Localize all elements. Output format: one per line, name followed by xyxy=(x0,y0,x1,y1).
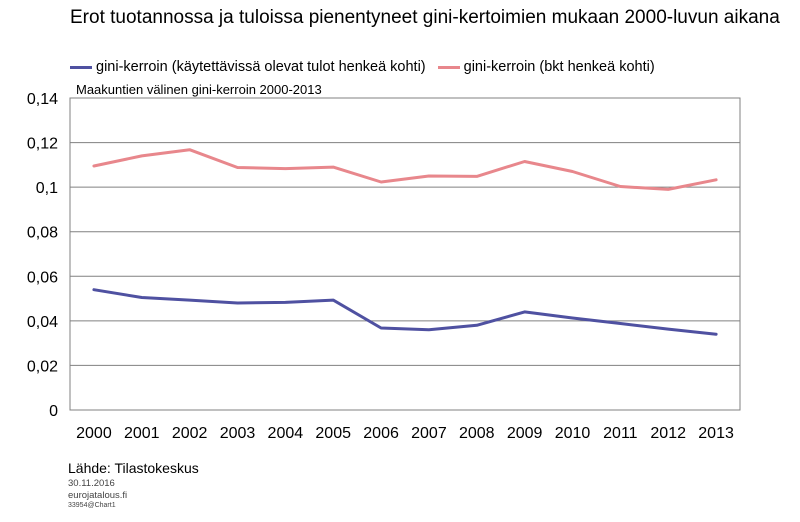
chart-subtitle: Maakuntien välinen gini-kerroin 2000-201… xyxy=(76,82,322,97)
x-tick-label: 2003 xyxy=(220,425,256,442)
y-tick-label: 0,1 xyxy=(36,180,58,197)
y-tick-label: 0,04 xyxy=(27,314,58,331)
x-tick-label: 2004 xyxy=(268,425,304,442)
legend-item-gdp: gini-kerroin (bkt henkeä kohti) xyxy=(437,59,655,75)
x-tick-label: 2007 xyxy=(411,425,447,442)
legend-label-gdp: gini-kerroin (bkt henkeä kohti) xyxy=(463,59,655,75)
legend-swatch-gdp xyxy=(437,65,460,69)
y-tick-label: 0,02 xyxy=(27,358,58,375)
y-tick-label: 0,06 xyxy=(27,269,58,286)
x-tick-label: 2000 xyxy=(76,425,112,442)
y-tick-label: 0 xyxy=(49,403,58,420)
y-tick-label: 0,08 xyxy=(27,225,58,242)
legend-swatch-income xyxy=(70,65,92,69)
x-tick-label: 2001 xyxy=(124,425,160,442)
site-name: eurojatalous.fi xyxy=(68,490,128,501)
chart-code: 33954@Chart1 xyxy=(68,502,116,509)
chart-title: Erot tuotannossa ja tuloissa pienentynee… xyxy=(70,7,780,28)
plot-area xyxy=(69,97,741,411)
x-tick-label: 2010 xyxy=(555,425,591,442)
publish-date: 30.11.2016 xyxy=(68,478,115,489)
x-tick-label: 2013 xyxy=(698,425,734,442)
y-tick-label: 0,14 xyxy=(27,91,58,108)
x-tick-label: 2012 xyxy=(650,425,686,442)
x-tick-label: 2011 xyxy=(603,425,638,442)
x-tick-label: 2005 xyxy=(315,425,351,442)
x-tick-label: 2008 xyxy=(459,425,495,442)
legend-label-income: gini-kerroin (käytettävissä olevat tulot… xyxy=(96,59,426,75)
series-line-income xyxy=(92,288,718,336)
y-tick-label: 0,12 xyxy=(27,136,58,153)
x-tick-label: 2006 xyxy=(363,425,399,442)
legend-item-income: gini-kerroin (käytettävissä olevat tulot… xyxy=(70,59,426,75)
x-tick-label: 2002 xyxy=(172,425,208,442)
source-note: Lähde: Tilastokeskus xyxy=(68,460,199,476)
x-tick-label: 2009 xyxy=(507,425,543,442)
series-line-gdp xyxy=(92,148,718,191)
chart-legend: gini-kerroin (käytettävissä olevat tulot… xyxy=(70,57,667,77)
